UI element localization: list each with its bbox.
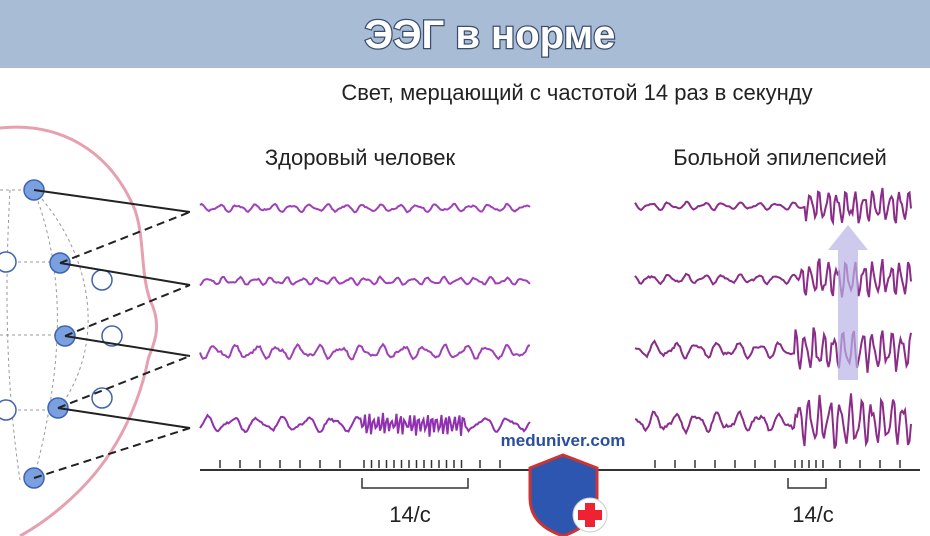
- brackets: [361, 478, 827, 489]
- head-grid: [0, 189, 89, 481]
- electrode-open: [0, 251, 17, 273]
- lead-dashed: [33, 427, 191, 479]
- subtitle: Свет, мерцающий с частотой 14 раз в секу…: [341, 80, 812, 105]
- eeg-trace: [199, 342, 530, 361]
- panel-label: Здоровый человек: [265, 145, 456, 170]
- lead: [59, 262, 191, 286]
- lead-dashed: [64, 284, 191, 337]
- electrode-open: [0, 399, 17, 421]
- electrode-open: [101, 325, 123, 347]
- header-band: [0, 0, 930, 68]
- waves: [199, 187, 912, 449]
- lead-dashed: [57, 355, 191, 409]
- eeg-trace: [634, 393, 912, 449]
- lead-dashed: [59, 211, 191, 264]
- head-outline: [0, 125, 159, 536]
- eeg-trace: [199, 275, 531, 287]
- logo-cross: [578, 503, 602, 527]
- panel-label: Больной эпилепсией: [673, 145, 887, 170]
- electrode-open: [91, 387, 113, 409]
- eeg-trace: [199, 412, 531, 437]
- arrow: [828, 225, 868, 380]
- lead: [64, 335, 191, 357]
- rate-label: 14/с: [792, 502, 834, 527]
- title: ЭЭГ в норме: [365, 13, 616, 57]
- lead: [33, 189, 191, 213]
- rate-label: 14/с: [389, 502, 431, 527]
- electrode-open: [91, 269, 113, 291]
- time-ticks: [219, 460, 901, 468]
- watermark: meduniver.com: [501, 431, 626, 450]
- eeg-trace: [634, 187, 912, 227]
- eeg-trace: [199, 202, 531, 214]
- eeg-trace: [634, 327, 912, 373]
- electrodes: [0, 179, 191, 489]
- lead: [57, 407, 191, 429]
- eeg-trace: [634, 258, 912, 298]
